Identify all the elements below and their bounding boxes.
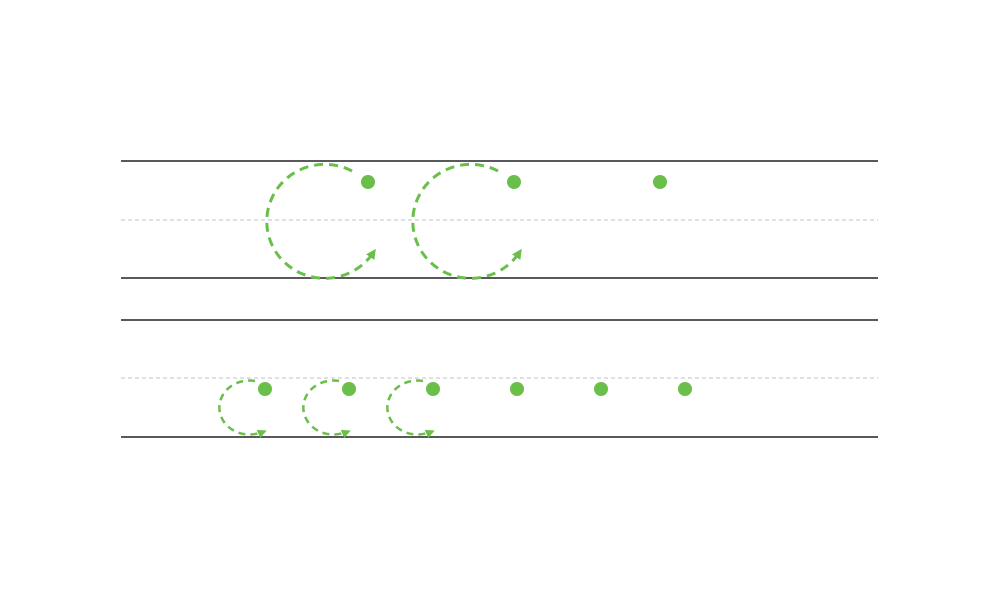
traced-letter-c-lowercase xyxy=(218,379,272,439)
traced-letter-c-uppercase xyxy=(265,162,376,280)
start-dot xyxy=(426,382,440,396)
start-dot xyxy=(361,175,375,189)
start-dot xyxy=(510,382,524,396)
traced-letter-c-lowercase xyxy=(302,379,356,439)
traced-letter-c-lowercase xyxy=(386,379,440,439)
traced-letter-c-uppercase xyxy=(411,162,522,280)
start-dot xyxy=(594,382,608,396)
practice-row-uppercase xyxy=(121,160,878,280)
start-dot xyxy=(678,382,692,396)
practice-row-lowercase xyxy=(121,319,878,439)
start-dot xyxy=(258,382,272,396)
start-dot xyxy=(653,175,667,189)
start-dot xyxy=(342,382,356,396)
start-dot xyxy=(507,175,521,189)
